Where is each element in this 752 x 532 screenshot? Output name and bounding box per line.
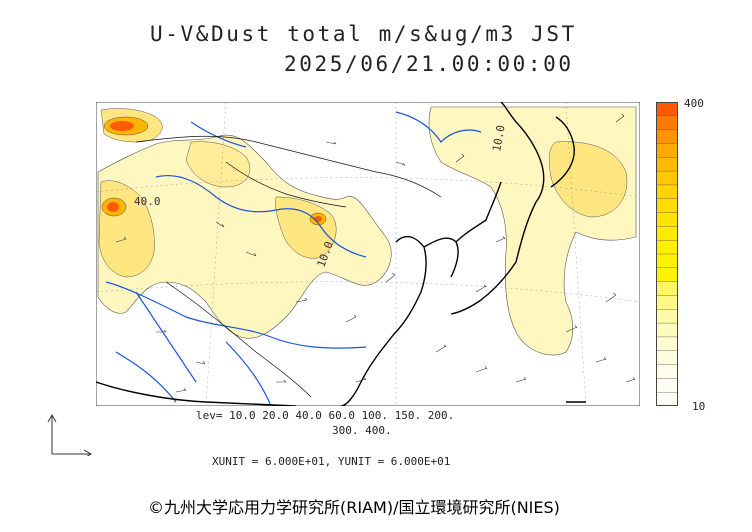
colorbar-segment	[656, 267, 678, 283]
colorbar-segment	[656, 239, 678, 255]
colorbar-segment	[656, 322, 678, 338]
colorbar-segment	[656, 143, 678, 158]
colorbar-min-label: 10	[692, 400, 706, 413]
wind-vectors	[115, 113, 636, 393]
contour-label-10-east: 10.0	[490, 124, 507, 152]
colorbar-segment	[656, 184, 678, 200]
dust-wind-map: 40.0 10.0 10.0	[96, 102, 640, 406]
colorbar-segment	[656, 295, 678, 310]
map-datetime: 2025/06/21.00:00:00	[284, 52, 574, 76]
colorbar-segment	[656, 309, 678, 324]
colorbar-border	[656, 102, 678, 406]
colorbar-segment	[656, 129, 678, 145]
colorbar	[656, 102, 678, 406]
colorbar-segment	[656, 170, 678, 186]
dust-hotspot-3-core	[314, 216, 322, 222]
colorbar-max-label: 400	[684, 97, 704, 110]
colorbar-segment	[656, 226, 678, 241]
dust-concentration-fill	[97, 106, 637, 356]
colorbar-segment	[656, 198, 678, 214]
contour-label-40: 40.0	[134, 195, 161, 208]
colorbar-segment	[656, 378, 678, 393]
graticule	[96, 102, 640, 406]
reference-vector-icon	[47, 413, 93, 456]
dust-region-central	[275, 196, 337, 259]
dust-hotspot-2-core	[107, 202, 119, 212]
coastlines	[96, 102, 586, 406]
dust-hotspot-1-core	[110, 121, 134, 131]
copyright-credit: ©九州大学応用力学研究所(RIAM)/国立環境研究所(NIES)	[148, 498, 560, 517]
colorbar-segment	[656, 364, 678, 380]
vector-units-label: XUNIT = 6.000E+01, YUNIT = 6.000E+01	[212, 455, 451, 468]
dust-region-east-mid	[548, 141, 628, 218]
colorbar-segment	[656, 336, 678, 352]
colorbar-segment	[656, 115, 678, 131]
colorbar-segment	[656, 102, 678, 117]
colorbar-segment	[656, 350, 678, 366]
colorbar-segment	[656, 391, 678, 406]
colorbar-segment	[656, 253, 678, 269]
colorbar-segment	[656, 157, 678, 172]
map-title: U-V&Dust total m/s&ug/m3 JST	[150, 22, 577, 46]
colorbar-segment	[656, 212, 678, 228]
country-borders	[135, 135, 442, 398]
dust-region-gobi	[185, 141, 251, 188]
contour-levels-line2: 300. 400.	[332, 424, 392, 437]
contour-levels-line1: lev= 10.0 20.0 40.0 60.0 100. 150. 200.	[196, 409, 455, 422]
colorbar-segment	[656, 281, 678, 297]
